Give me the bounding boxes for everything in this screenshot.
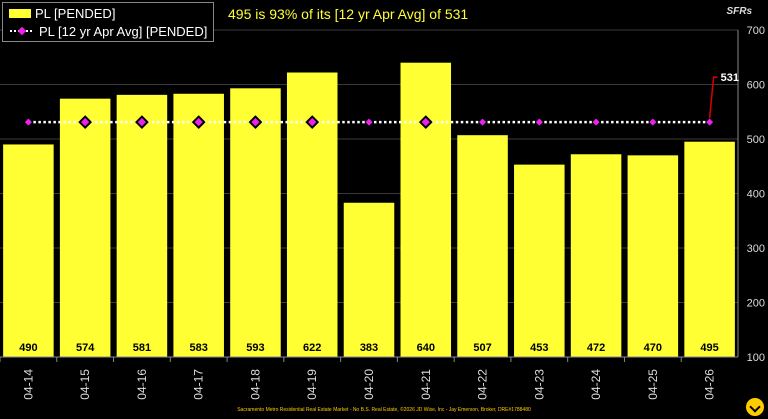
average-point [305,115,320,130]
x-tick-label: 04-26 [703,369,717,400]
footer-credit: Sacramento Metro Residential Real Estate… [237,407,531,413]
bar-value-label: 583 [190,342,208,354]
x-tick-label: 04-14 [21,369,35,400]
bar [116,94,168,357]
y-tick-label: 400 [747,189,765,201]
bar-value-label: 383 [360,342,378,354]
average-point [479,118,487,126]
x-axis: 04-14 04-15 04-16 04-17 04-18 04-19 04-20 04-21… [0,356,738,400]
average-line [24,115,714,130]
y-tick-label: 500 [747,134,765,146]
average-point [365,118,373,126]
y-axis: 100 200 300 400 500 600 700 [737,25,765,364]
callout-label: 531 [721,72,739,84]
bar [343,202,395,357]
bar-value-label: 507 [473,342,491,354]
y-unit-label: SFRs [726,6,752,17]
bar [230,88,281,357]
bar-value-label: 490 [19,342,37,354]
average-point [248,115,263,130]
callout-leader [708,76,718,119]
bar [173,93,224,357]
bar [570,154,622,357]
legend-item-bar: PL [PENDED] [9,5,115,21]
y-tick-label: 700 [747,25,765,37]
bar [400,62,452,357]
bar [286,72,338,357]
bars [3,62,735,358]
brand-logo-icon [746,398,764,416]
x-tick-label: 04-20 [362,369,376,400]
bar [457,135,508,357]
bar [514,164,565,357]
x-tick-label: 04-21 [419,369,433,400]
average-point [592,118,600,126]
bar-value-label: 574 [76,342,95,354]
x-tick-label: 04-25 [646,369,660,400]
average-point [24,118,32,126]
x-tick-label: 04-17 [192,369,206,400]
average-point [649,118,657,126]
average-point [418,115,433,130]
average-point [191,115,206,130]
y-tick-label: 100 [747,352,765,364]
bar-value-label: 593 [246,342,264,354]
average-point [535,118,543,126]
legend-line-swatch [10,26,34,36]
data-labels: 490 574 581 583 593 622 383 640 507 453 472 470 495 [19,342,719,354]
y-tick-label: 200 [747,298,765,310]
average-point [78,115,93,130]
bar-value-label: 495 [700,342,718,354]
x-tick-label: 04-19 [305,369,319,400]
bar-value-label: 581 [133,342,151,354]
bar-value-label: 453 [530,342,548,354]
y-tick-label: 300 [747,243,765,255]
legend: PL [PENDED] PL [12 yr Apr Avg] [PENDED] [2,2,214,42]
bar [3,144,54,357]
bar-value-label: 640 [417,342,435,354]
legend-item-avg: PL [12 yr Apr Avg] [PENDED] [9,23,207,39]
x-tick-label: 04-23 [532,369,546,400]
x-tick-label: 04-18 [248,369,262,400]
bar-value-label: 472 [587,342,605,354]
bar [684,141,735,357]
bar [627,155,679,357]
x-tick-label: 04-15 [78,369,92,400]
average-point [135,115,149,130]
bar [59,98,111,358]
chart-subtitle: 495 is 93% of its [12 yr Apr Avg] of 531 [228,6,469,22]
legend-line-label: PL [12 yr Apr Avg] [PENDED] [39,23,208,39]
y-tick-label: 600 [747,80,765,92]
average-point [706,118,714,126]
x-tick-label: 04-24 [589,369,603,400]
x-tick-label: 04-22 [476,369,490,400]
bar-value-label: 622 [303,342,321,354]
legend-bar-label: PL [PENDED] [35,5,116,21]
callout: 531 [708,72,739,119]
legend-bar-swatch [9,8,31,18]
x-tick-label: 04-16 [135,369,149,400]
bar-value-label: 470 [644,342,662,354]
